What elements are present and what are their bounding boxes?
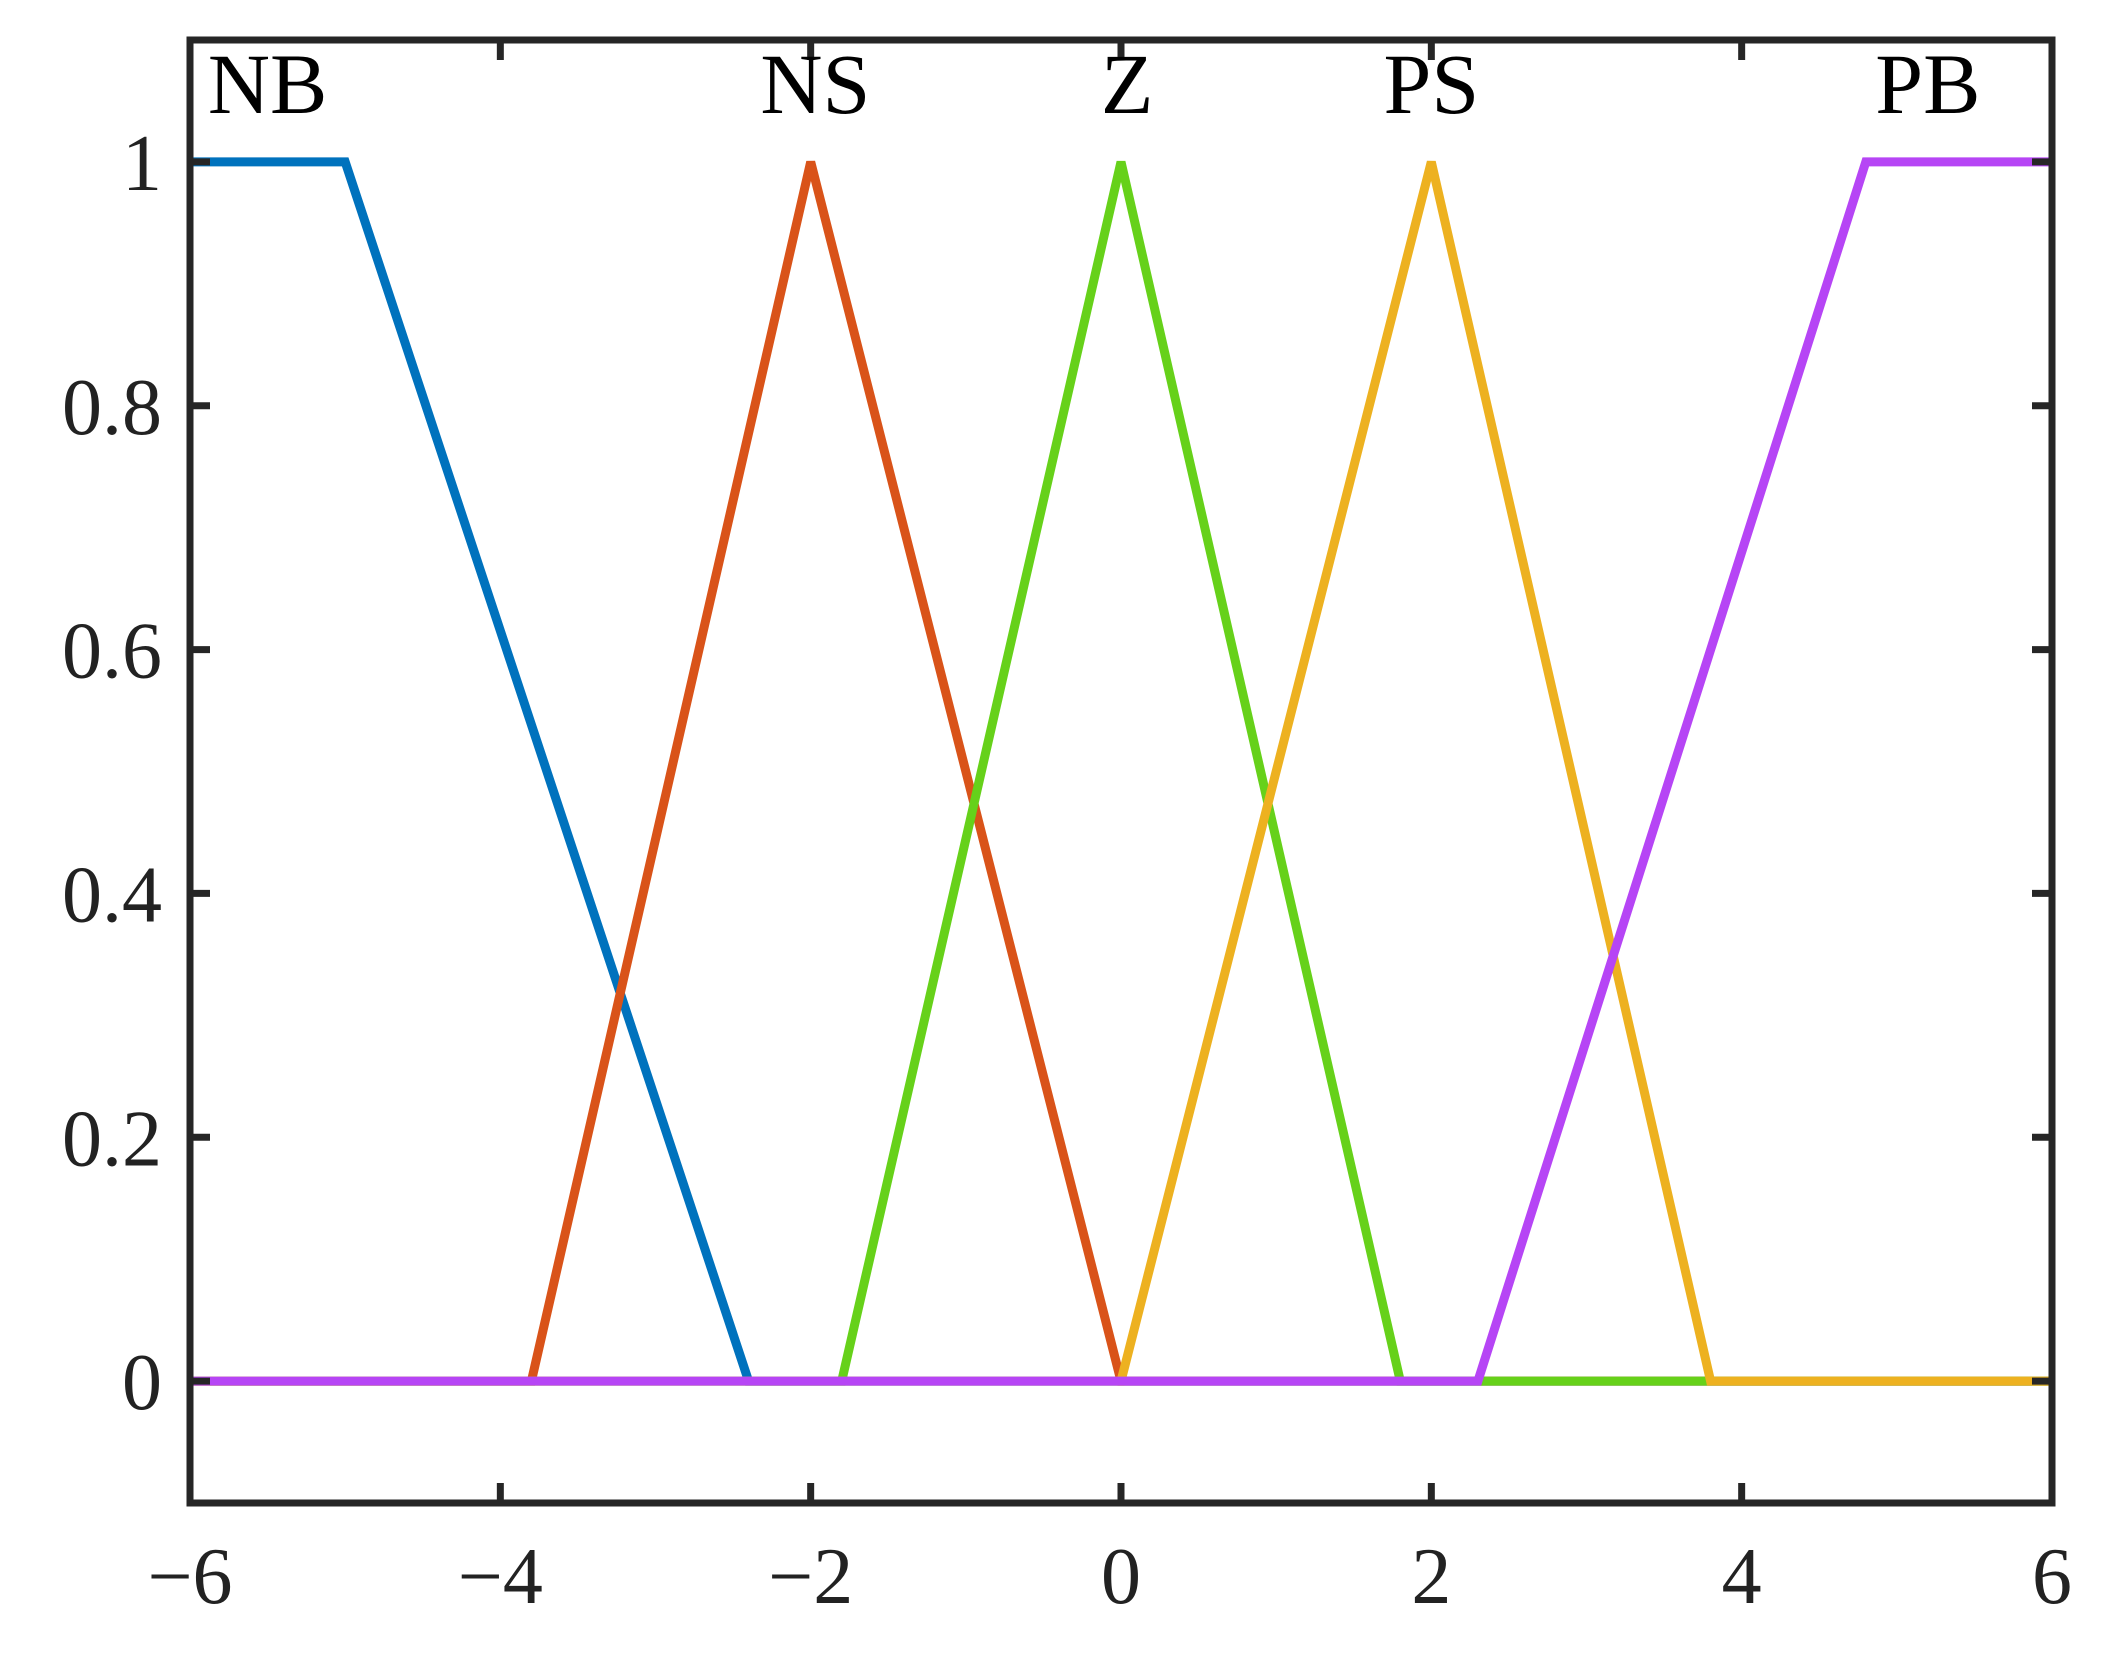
series-layer (190, 157, 2052, 1386)
y-tick-label: 1 (122, 120, 162, 208)
labels-layer: −6 −4 −2 0 2 4 6 0 0.2 0.4 0.6 0.8 1 NB NS Z PS PB (62, 36, 2072, 1621)
series-line-z (190, 160, 2052, 1386)
y-tick-label: 0.2 (62, 1095, 162, 1183)
x-tick-label: 4 (1722, 1533, 1762, 1621)
x-tick-label: 6 (2032, 1533, 2072, 1621)
y-tick-label: 0.4 (62, 851, 162, 939)
y-tick-label: 0 (122, 1339, 162, 1427)
series-line-ns (190, 160, 2052, 1386)
x-tick-label: −6 (147, 1533, 232, 1621)
series-line-ps (190, 160, 2052, 1386)
x-tick-label: 2 (1411, 1533, 1451, 1621)
x-tick-label: −2 (768, 1533, 853, 1621)
plot-frame (186, 36, 2056, 1507)
axes-layer (186, 36, 2056, 1507)
y-tick-label: 0.6 (62, 608, 162, 696)
x-tick-label: 0 (1101, 1533, 1141, 1621)
mf-label-ps: PS (1383, 36, 1479, 132)
mf-label-nb: NB (208, 36, 327, 132)
series-line-nb (190, 157, 2052, 1386)
mf-label-z: Z (1101, 36, 1154, 132)
x-tick-label: −4 (458, 1533, 543, 1621)
mf-label-ns: NS (760, 36, 870, 132)
y-tick-label: 0.8 (62, 364, 162, 452)
series-line-pb (190, 157, 2052, 1386)
mf-label-pb: PB (1875, 36, 1980, 132)
